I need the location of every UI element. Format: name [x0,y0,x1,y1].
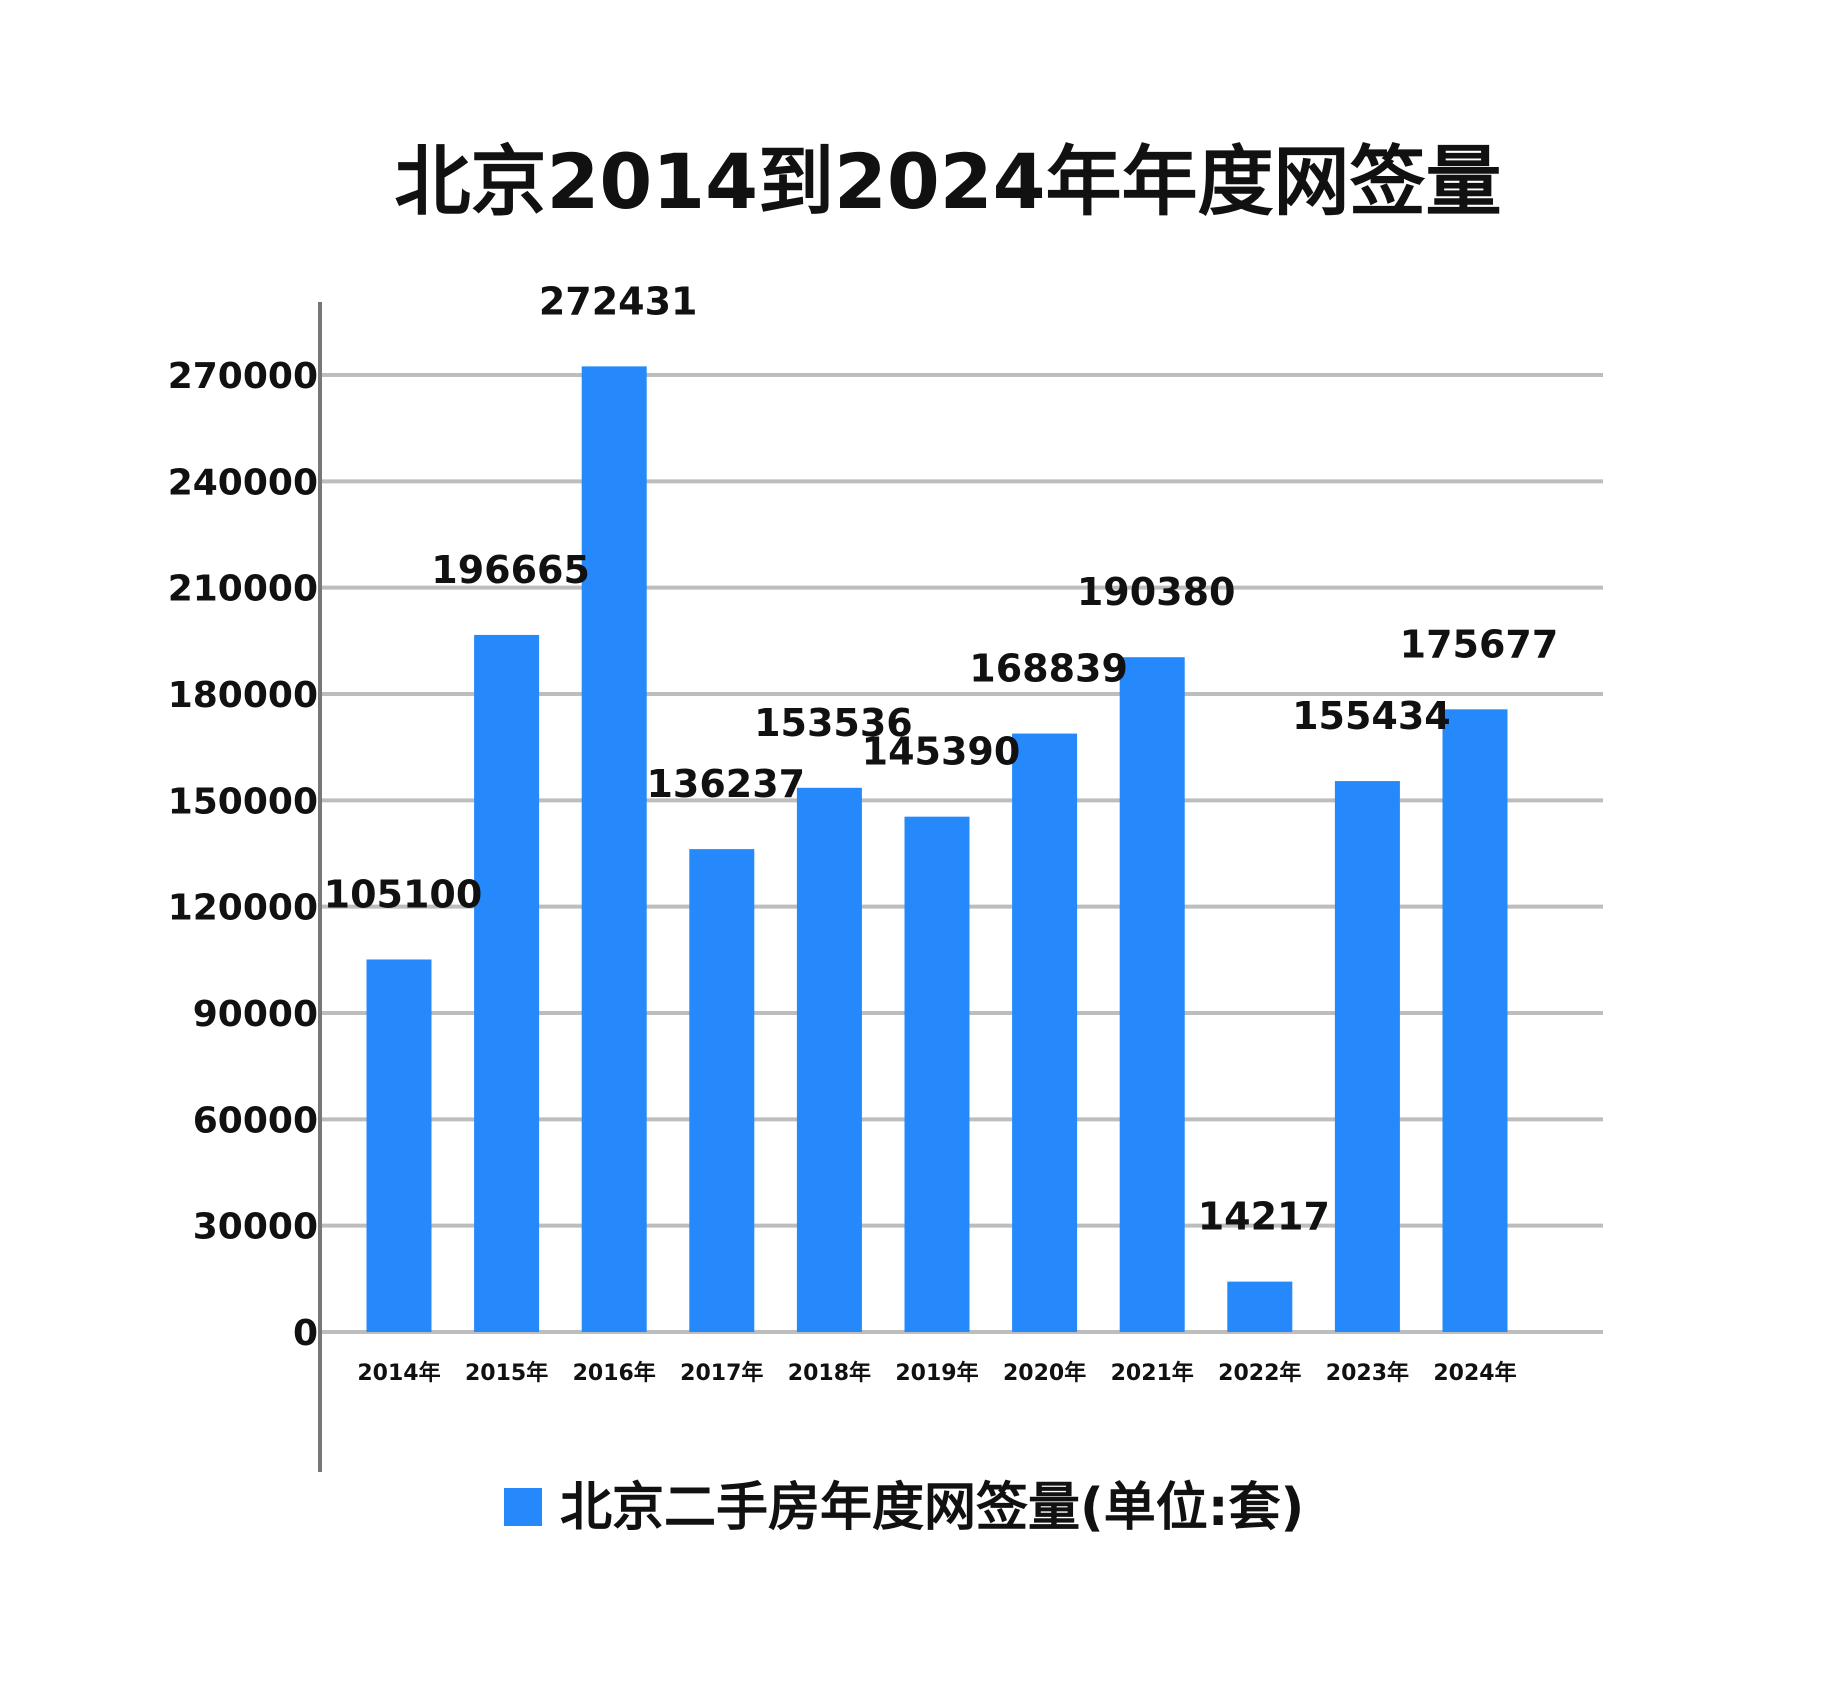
data-label: 153536 [754,701,913,745]
bar [1442,709,1508,1332]
y-axis-ticks: 0 30000 60000 90000 120000 150000 180000 210000… [168,356,318,1354]
x-tick-label: 2024年 [1433,1360,1516,1386]
x-tick-label: 2019年 [895,1360,978,1386]
data-label: 168839 [969,647,1128,691]
data-label: 175677 [1400,622,1559,666]
bar [796,787,862,1332]
data-label: 145390 [862,730,1021,774]
y-tick-label: 150000 [168,781,318,822]
x-tick-label: 2021年 [1111,1360,1194,1386]
data-label: 105100 [324,872,483,916]
legend: 北京二手房年度网签量(单位:套) [504,1478,1304,1538]
y-tick-label: 120000 [168,888,318,929]
bar [689,849,755,1332]
y-tick-label: 210000 [168,569,318,610]
x-tick-label: 2020年 [1003,1360,1086,1386]
data-label: 190380 [1077,570,1236,614]
data-label: 196665 [431,548,590,592]
x-tick-label: 2015年 [465,1360,548,1386]
y-tick-label: 270000 [168,356,318,397]
bar [1012,733,1078,1332]
bar [581,366,647,1333]
y-tick-label: 240000 [168,462,318,503]
legend-label: 北京二手房年度网签量(单位:套) [560,1478,1304,1538]
x-tick-label: 2017年 [680,1360,763,1386]
bars [366,366,1508,1333]
bar [474,634,540,1332]
x-tick-label: 2023年 [1326,1360,1409,1386]
y-tick-label: 60000 [193,1100,318,1141]
bar [1119,657,1185,1332]
x-tick-label: 2022年 [1218,1360,1301,1386]
bar [1334,781,1400,1332]
data-label: 272431 [539,279,698,323]
bar [904,816,970,1332]
bar [1227,1281,1293,1332]
y-tick-label: 0 [293,1313,318,1354]
y-tick-label: 90000 [193,994,318,1035]
bar [366,959,432,1332]
data-label: 155434 [1292,694,1451,738]
x-tick-label: 2016年 [573,1360,656,1386]
x-tick-label: 2014年 [357,1360,440,1386]
data-label: 14217 [1198,1195,1330,1239]
y-tick-label: 180000 [168,675,318,716]
x-axis-ticks: 2014年 2015年 2016年 2017年 2018年 2019年 2020年 2021年… [357,1360,1516,1386]
data-label: 136237 [646,762,805,806]
chart-title: 北京2014到2024年年度网签量 [394,137,1501,226]
x-tick-label: 2018年 [788,1360,871,1386]
legend-swatch [504,1488,542,1526]
y-tick-label: 30000 [193,1207,318,1248]
